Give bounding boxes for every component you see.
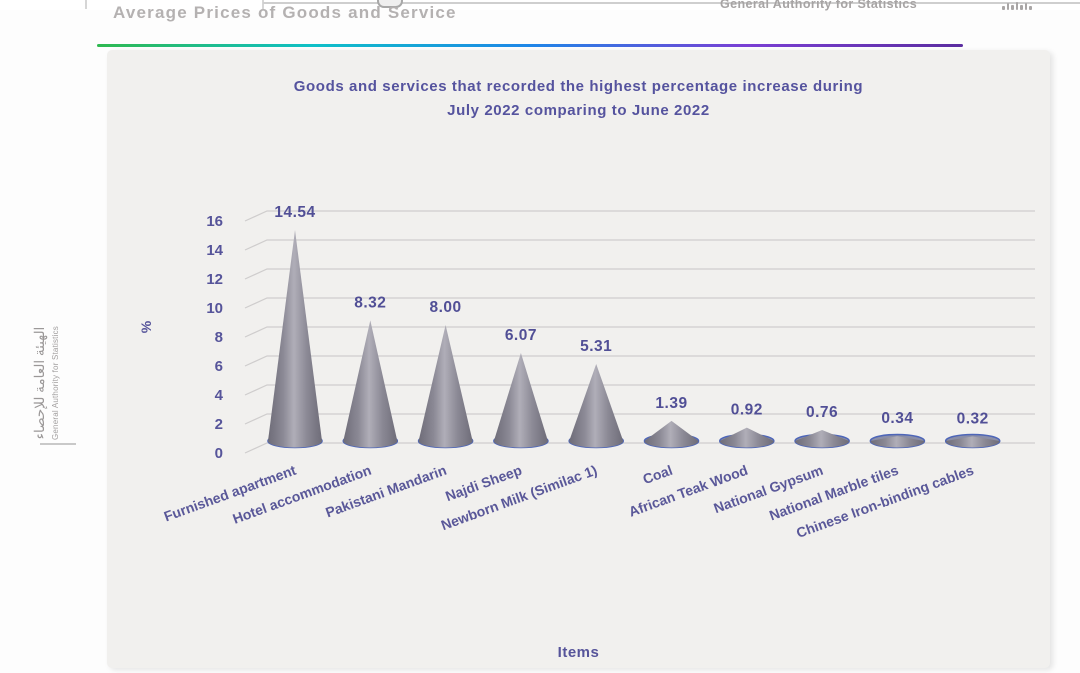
gridline-4 xyxy=(244,384,1035,396)
cone-body xyxy=(719,427,774,448)
value-label: 5.31 xyxy=(580,338,612,355)
value-label: 0.34 xyxy=(881,410,913,427)
value-label: 8.00 xyxy=(430,299,462,316)
gridline-0 xyxy=(244,442,1035,454)
side-logo-rule xyxy=(40,443,76,445)
cone-body xyxy=(268,230,322,448)
y-tick-label: 16 xyxy=(206,213,223,230)
gridline-12 xyxy=(244,268,1035,280)
chrome-divider xyxy=(262,0,264,9)
chrome-toolbar-edge xyxy=(263,2,1080,4)
cone-body xyxy=(945,436,1000,448)
value-label: 0.76 xyxy=(806,404,838,421)
cone-body xyxy=(795,429,850,448)
browser-tab-fragment xyxy=(377,0,403,8)
cone-series-point: 8.00 xyxy=(417,299,474,449)
y-tick-label: 10 xyxy=(206,300,223,317)
cone-series-point: 0.32 xyxy=(944,410,1001,449)
value-label: 0.92 xyxy=(731,402,763,419)
y-tick-label: 6 xyxy=(215,358,223,375)
y-axis-title: % xyxy=(138,320,154,334)
gridline-10 xyxy=(244,297,1035,309)
side-logo-english: General Authority for Statistics xyxy=(51,326,60,441)
cone-body xyxy=(418,325,473,448)
chrome-divider xyxy=(85,0,87,9)
value-label: 0.32 xyxy=(957,410,989,427)
x-category-label: Coal xyxy=(641,462,675,487)
y-tick-label: 14 xyxy=(206,242,223,259)
cone-body xyxy=(569,364,624,448)
cone-body xyxy=(870,436,925,448)
y-tick-label: 0 xyxy=(215,445,223,462)
gastat-side-logo: الهيئة العامة للإحصاء General Authority … xyxy=(30,310,78,456)
value-label: 1.39 xyxy=(655,395,687,412)
cone-series-point: 1.39 xyxy=(643,395,700,449)
org-name: General Authority for Statistics xyxy=(720,0,918,11)
y-tick-label: 4 xyxy=(215,387,224,404)
cone-series-point: 8.32 xyxy=(342,294,399,449)
cone-body xyxy=(343,320,398,448)
side-logo-arabic: الهيئة العامة للإحصاء xyxy=(32,326,47,440)
cone-chart: 0 2 4 6 8 10 12 14 16 14.54 Furnished apartment 8.3… xyxy=(162,204,1035,541)
y-tick-label: 2 xyxy=(215,416,223,433)
cone-series-point: 0.34 xyxy=(869,410,926,449)
x-category-label: Furnished apartment xyxy=(162,462,299,525)
cone-body xyxy=(493,352,548,448)
value-label: 14.54 xyxy=(274,204,315,221)
gridline-14 xyxy=(244,239,1035,251)
cone-series-point: 6.07 xyxy=(493,327,549,449)
chart-panel: 0 2 4 6 8 10 12 14 16 14.54 Furnished apartment 8.3… xyxy=(107,50,1050,668)
chart-title-line2: July 2022 comparing to June 2022 xyxy=(447,102,710,119)
cone-series-point: 5.31 xyxy=(568,338,625,449)
gridline-16 xyxy=(244,210,1035,222)
cone-series-point: 14.54 xyxy=(267,204,323,449)
gridline-6 xyxy=(244,355,1035,367)
gridline-8 xyxy=(244,326,1035,338)
header-gradient-rule xyxy=(97,44,963,47)
value-label: 6.07 xyxy=(505,327,537,344)
window-chrome-strip xyxy=(0,0,1080,10)
chart-title-line1: Goods and services that recorded the hig… xyxy=(293,78,864,95)
value-label: 8.32 xyxy=(354,294,386,311)
cone-series-point: 0.76 xyxy=(794,404,850,449)
gastat-logo-icon xyxy=(1002,0,1046,10)
x-axis-title: Items xyxy=(557,644,600,661)
gridline-2 xyxy=(244,413,1035,425)
chart-title: Goods and services that recorded the hig… xyxy=(107,78,1050,119)
y-tick-label: 12 xyxy=(206,271,223,288)
cone-body xyxy=(644,420,699,448)
y-tick-label: 8 xyxy=(215,329,223,346)
page-title: Average Prices of Goods and Service xyxy=(113,3,457,22)
cone-series-point: 0.92 xyxy=(718,402,775,449)
